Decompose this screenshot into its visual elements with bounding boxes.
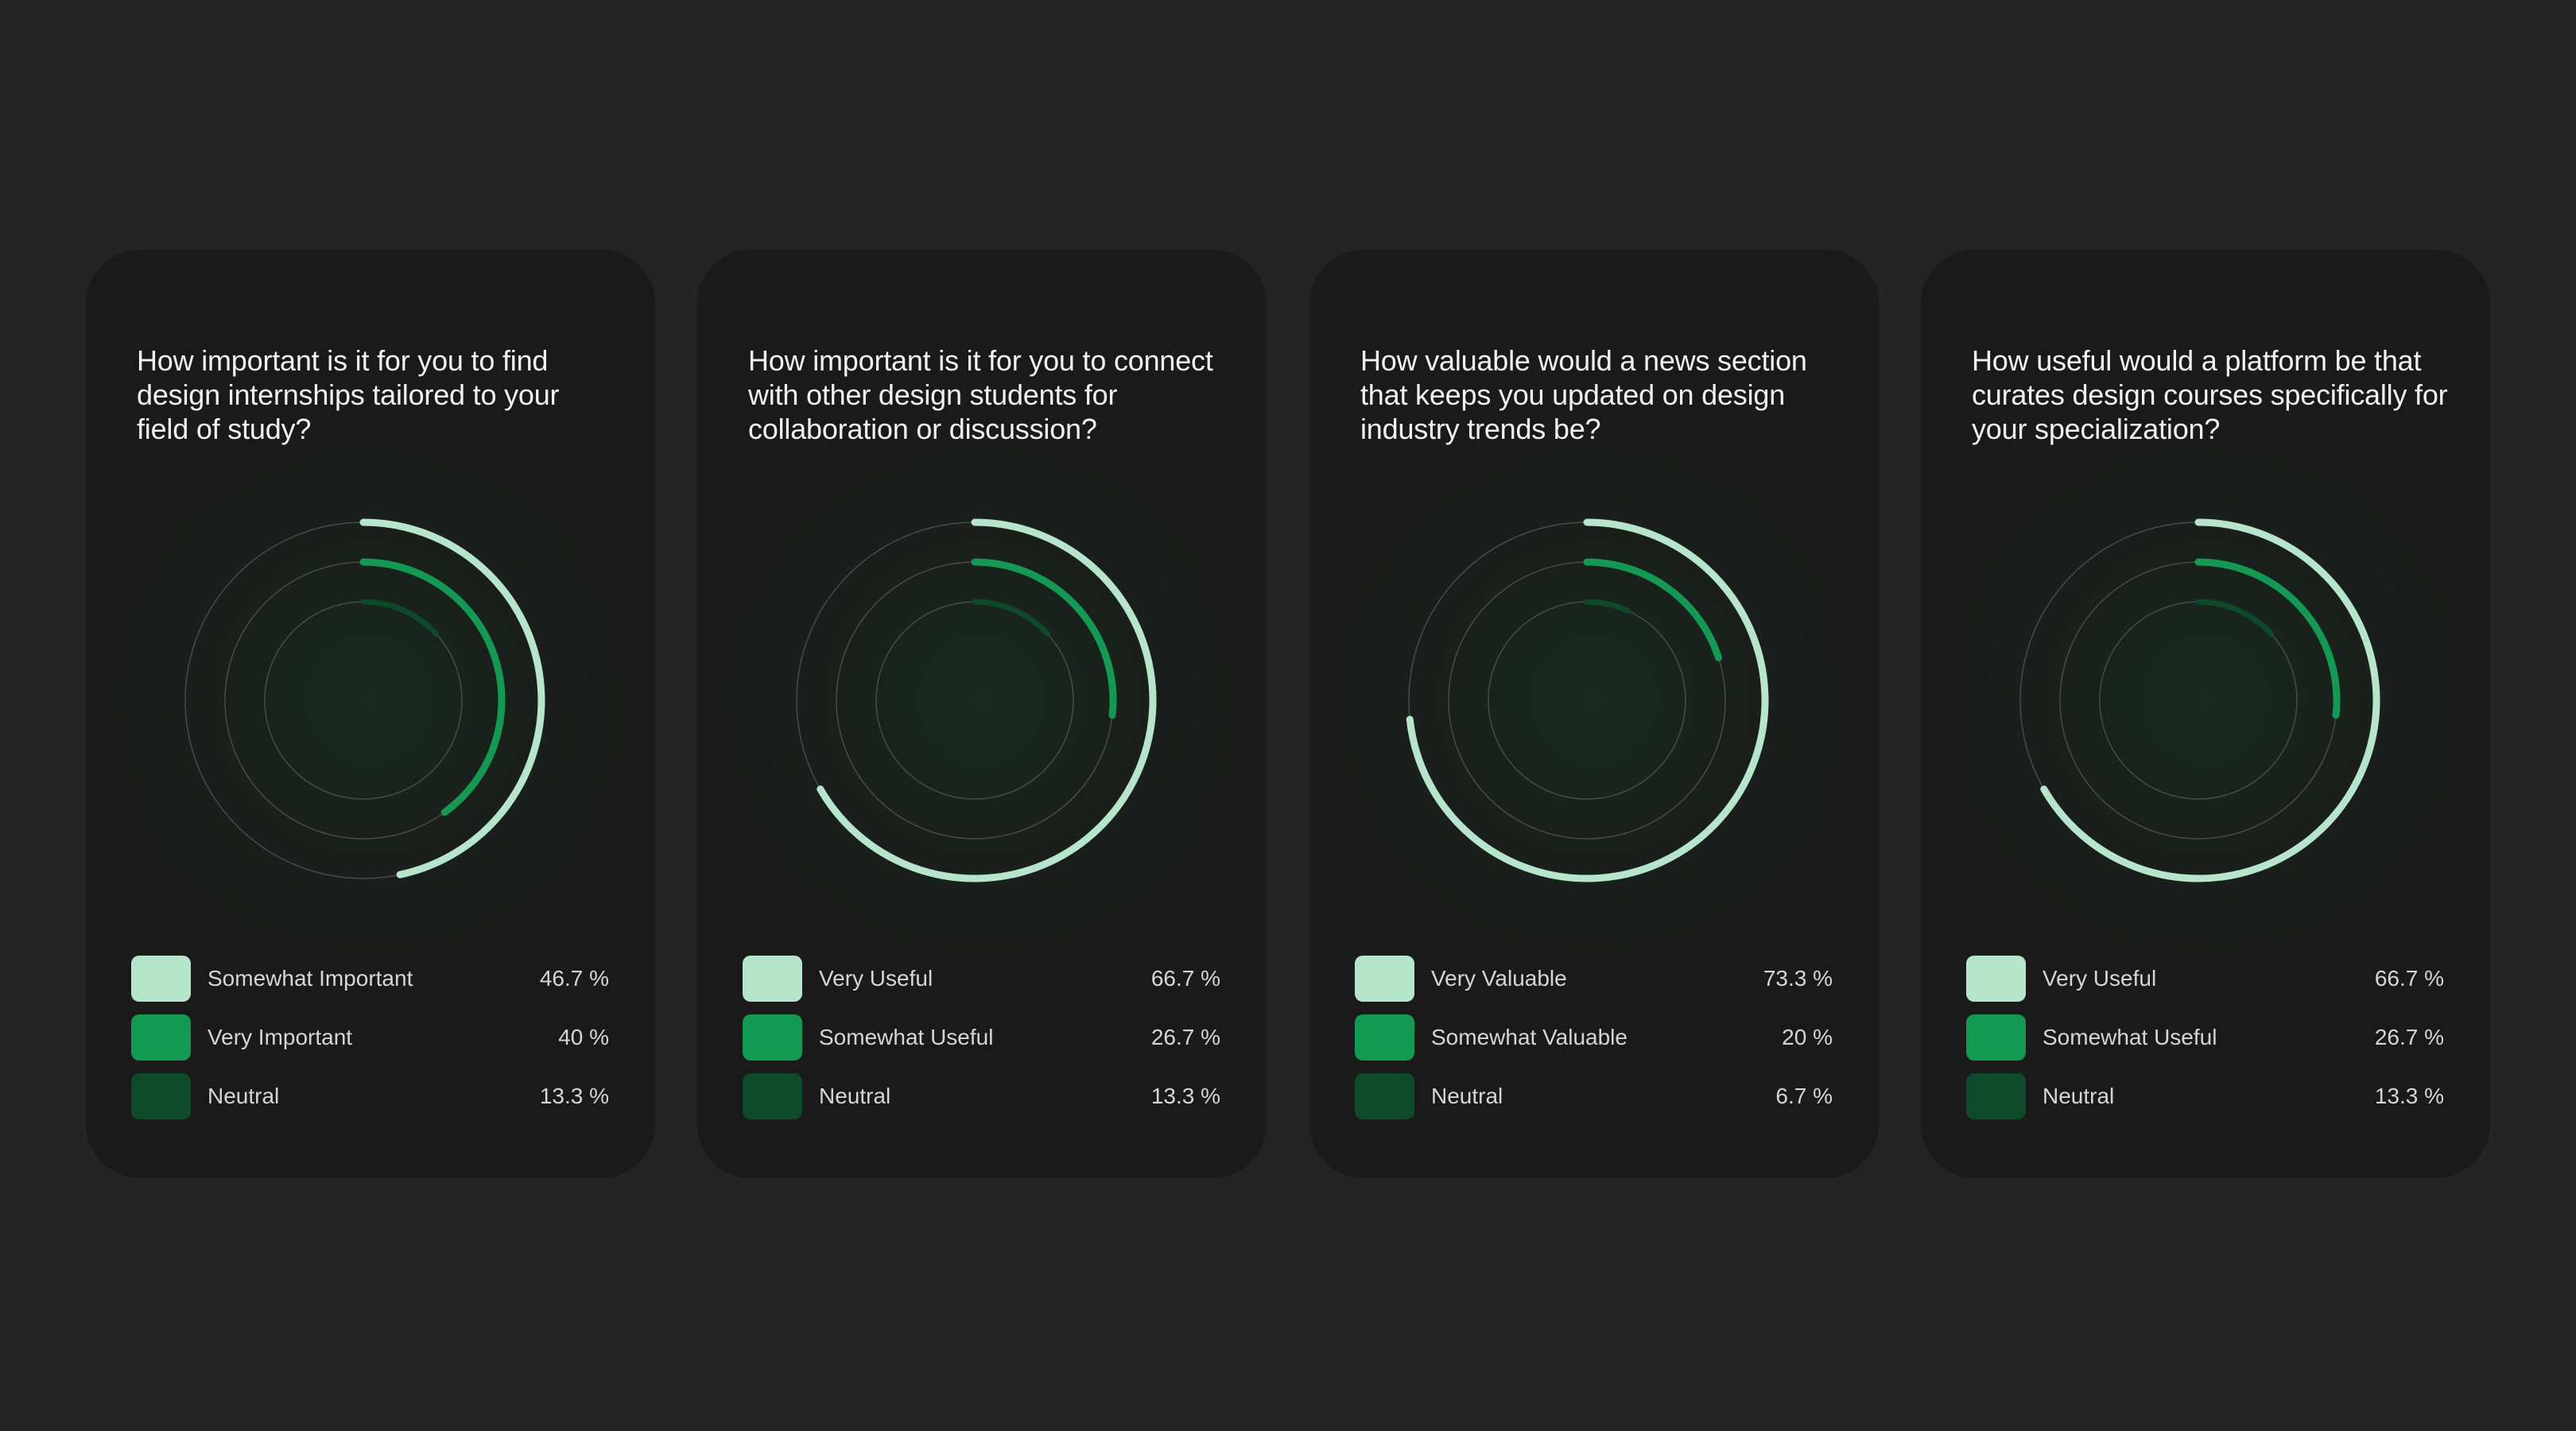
- legend: Very Valuable 73.3 % Somewhat Valuable 2…: [1355, 956, 1833, 1132]
- legend-label: Very Useful: [819, 966, 933, 991]
- legend-value: 6.7 %: [1775, 1084, 1833, 1108]
- legend-label: Somewhat Valuable: [1431, 1025, 1627, 1049]
- legend-label: Very Valuable: [1431, 966, 1567, 991]
- question-title: How important is it for you to connect w…: [748, 344, 1213, 445]
- legend-value: 46.7 %: [539, 966, 609, 991]
- ring-arc-somewhat-useful: [971, 558, 1117, 719]
- legend: Somewhat Important 46.7 % Very Important…: [131, 956, 609, 1132]
- survey-card: How important is it for you to connect w…: [697, 250, 1267, 1178]
- question-title: How valuable would a news section that k…: [1360, 344, 1807, 445]
- legend-label: Somewhat Useful: [2043, 1025, 2217, 1049]
- legend-label: Very Important: [208, 1025, 353, 1049]
- legend-swatch: [743, 1073, 802, 1119]
- legend-item: Somewhat Important 46.7 %: [131, 956, 609, 1002]
- ring-arc-neutral: [972, 599, 1051, 638]
- legend-item: Somewhat Useful 26.7 %: [743, 1014, 1220, 1061]
- legend-swatch: [131, 956, 191, 1002]
- legend-swatch: [1355, 1014, 1414, 1061]
- legend-value: 26.7 %: [2374, 1025, 2444, 1049]
- ring-chart: [1406, 518, 1769, 882]
- legend-item: Neutral 13.3 %: [1966, 1073, 2444, 1119]
- legend-item: Very Useful 66.7 %: [743, 956, 1220, 1002]
- legend: Very Useful 66.7 % Somewhat Useful 26.7 …: [1966, 956, 2444, 1132]
- ring-arc-very-valuable: [1406, 518, 1769, 882]
- legend-label: Somewhat Important: [208, 966, 413, 991]
- legend-swatch: [131, 1073, 191, 1119]
- legend-swatch: [743, 956, 802, 1002]
- legend-label: Neutral: [2043, 1084, 2115, 1108]
- legend-swatch: [1355, 1073, 1414, 1119]
- survey-card: How valuable would a news section that k…: [1309, 250, 1879, 1178]
- legend-swatch: [1966, 1073, 2026, 1119]
- ring-arc-neutral: [1584, 599, 1631, 614]
- legend-item: Neutral 13.3 %: [131, 1073, 609, 1119]
- ring-arc-somewhat-important: [359, 518, 545, 878]
- legend-item: Very Useful 66.7 %: [1966, 956, 2444, 1002]
- ring-arc-somewhat-useful: [2194, 558, 2341, 719]
- legend-value: 73.3 %: [1763, 966, 1833, 991]
- ring-track: [1488, 601, 1686, 800]
- legend-value: 40 %: [558, 1025, 609, 1049]
- legend-item: Very Valuable 73.3 %: [1355, 956, 1833, 1002]
- legend: Very Useful 66.7 % Somewhat Useful 26.7 …: [743, 956, 1220, 1132]
- ring-arc-neutral: [2195, 599, 2275, 638]
- ring-arc-somewhat-valuable: [1583, 558, 1722, 661]
- ring-chart: [184, 518, 545, 879]
- ring-chart: [796, 518, 1157, 882]
- legend-value: 66.7 %: [1150, 966, 1220, 991]
- question-title: How important is it for you to find desi…: [137, 344, 560, 445]
- legend-swatch: [743, 1014, 802, 1061]
- legend-swatch: [1966, 956, 2026, 1002]
- legend-value: 13.3 %: [539, 1084, 609, 1108]
- legend-label: Very Useful: [2043, 966, 2157, 991]
- legend-label: Somewhat Useful: [819, 1025, 994, 1049]
- ring-arc-very-important: [359, 558, 506, 816]
- ring-arc-very-useful: [2040, 518, 2380, 882]
- legend-value: 13.3 %: [2374, 1084, 2444, 1108]
- legend-value: 26.7 %: [1150, 1025, 1220, 1049]
- legend-item: Neutral 6.7 %: [1355, 1073, 1833, 1119]
- legend-swatch: [1966, 1014, 2026, 1061]
- legend-label: Neutral: [1431, 1084, 1503, 1108]
- legend-label: Neutral: [819, 1084, 891, 1108]
- question-title: How useful would a platform be that cura…: [1972, 344, 2448, 445]
- legend-value: 20 %: [1782, 1025, 1833, 1049]
- legend-swatch: [1355, 956, 1414, 1002]
- legend-item: Somewhat Valuable 20 %: [1355, 1014, 1833, 1061]
- survey-card: How useful would a platform be that cura…: [1921, 250, 2490, 1178]
- legend-label: Neutral: [208, 1084, 280, 1108]
- legend-item: Neutral 13.3 %: [743, 1073, 1220, 1119]
- legend-item: Very Important 40 %: [131, 1014, 609, 1061]
- legend-item: Somewhat Useful 26.7 %: [1966, 1014, 2444, 1061]
- legend-swatch: [131, 1014, 191, 1061]
- legend-value: 66.7 %: [2374, 966, 2444, 991]
- ring-arc-very-useful: [817, 518, 1157, 882]
- ring-arc-neutral: [360, 599, 440, 638]
- survey-card: How important is it for you to find desi…: [86, 250, 655, 1178]
- ring-chart: [2019, 518, 2380, 882]
- legend-value: 13.3 %: [1150, 1084, 1220, 1108]
